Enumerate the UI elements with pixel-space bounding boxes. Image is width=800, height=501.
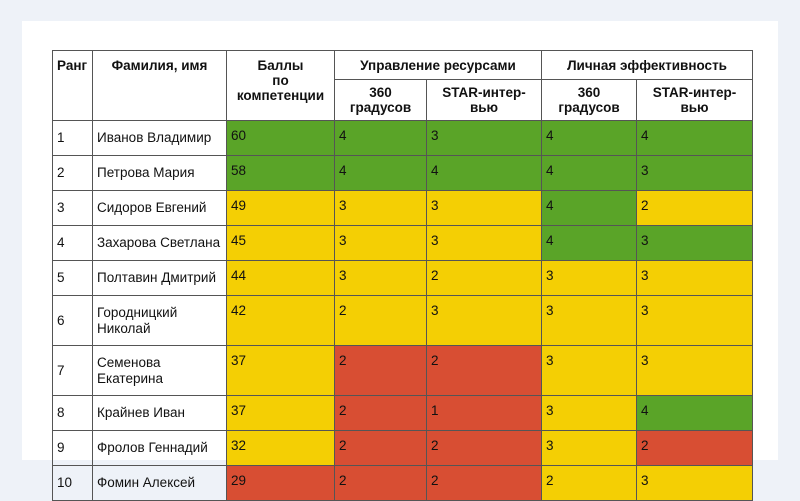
rank-cell: 5 — [52, 260, 93, 296]
header-rank: Ранг — [52, 50, 93, 121]
resource-360-cell: 2 — [334, 430, 427, 466]
resource-star-cell: 3 — [425, 225, 543, 261]
table-row: 6 Городницкий Николай 42 2 3 3 3 — [52, 295, 754, 346]
table-row: 4 Захарова Светлана 45 3 3 4 3 — [52, 225, 754, 261]
score-cell: 58 — [226, 155, 335, 191]
resource-360-cell: 4 — [334, 120, 427, 156]
personal-star-cell: 2 — [636, 430, 754, 466]
header-name: Фамилия, имя — [92, 50, 227, 121]
resource-star-cell: 2 — [425, 465, 543, 501]
header-le-star: STAR-интер-вью — [636, 79, 754, 121]
resource-star-cell: 2 — [425, 430, 543, 466]
name-cell: Иванов Владимир — [92, 120, 227, 156]
score-cell: 37 — [226, 395, 335, 431]
header-le-360: 360 градусов — [541, 79, 638, 121]
name-cell: Полтавин Дмитрий — [92, 260, 227, 296]
rank-cell: 8 — [52, 395, 93, 431]
score-cell: 60 — [226, 120, 335, 156]
table-row: 10 Фомин Алексей 29 2 2 2 3 — [52, 465, 754, 501]
personal-star-cell: 4 — [636, 120, 754, 156]
personal-360-cell: 3 — [541, 345, 638, 396]
table-row: 8 Крайнев Иван 37 2 1 3 4 — [52, 395, 754, 431]
score-cell: 32 — [226, 430, 335, 466]
rank-cell: 6 — [52, 295, 93, 346]
resource-360-cell: 2 — [334, 295, 427, 346]
rank-cell: 4 — [52, 225, 93, 261]
competency-table: Ранг Фамилия, имя Баллы по компетенции Упр… — [52, 50, 754, 501]
rank-cell: 1 — [52, 120, 93, 156]
resource-star-cell: 1 — [425, 395, 543, 431]
personal-360-cell: 4 — [541, 120, 638, 156]
name-cell: Семенова Екатерина — [92, 345, 227, 396]
name-cell: Сидоров Евгений — [92, 190, 227, 226]
personal-star-cell: 3 — [636, 295, 754, 346]
personal-360-cell: 3 — [541, 260, 638, 296]
table-row: 2 Петрова Мария 58 4 4 4 3 — [52, 155, 754, 191]
personal-star-cell: 3 — [636, 465, 754, 501]
header-resource-management: Управление ресурсами — [333, 50, 543, 80]
rank-cell: 2 — [52, 155, 93, 191]
table-row: 9 Фролов Геннадий 32 2 2 3 2 — [52, 430, 754, 466]
rank-cell: 9 — [52, 430, 93, 466]
resource-360-cell: 3 — [334, 260, 427, 296]
table-row: 7 Семенова Екатерина 37 2 2 3 3 — [52, 345, 754, 396]
score-cell: 29 — [226, 465, 335, 501]
rank-cell: 10 — [52, 465, 93, 501]
resource-360-cell: 3 — [334, 190, 427, 226]
score-cell: 49 — [226, 190, 335, 226]
resource-star-cell: 2 — [425, 260, 543, 296]
personal-360-cell: 4 — [541, 190, 638, 226]
name-cell: Петрова Мария — [92, 155, 227, 191]
resource-360-cell: 2 — [334, 345, 427, 396]
personal-star-cell: 3 — [636, 155, 754, 191]
rank-cell: 3 — [52, 190, 93, 226]
personal-360-cell: 3 — [541, 395, 638, 431]
personal-360-cell: 3 — [541, 295, 638, 346]
resource-360-cell: 3 — [334, 225, 427, 261]
score-cell: 42 — [226, 295, 335, 346]
personal-360-cell: 4 — [541, 225, 638, 261]
header-score-label: Баллы по компетенции — [236, 58, 325, 103]
table-row: 1 Иванов Владимир 60 4 3 4 4 — [52, 120, 754, 156]
resource-star-cell: 2 — [425, 345, 543, 396]
header-ur-star: STAR-интер-вью — [425, 79, 543, 121]
personal-star-cell: 3 — [636, 345, 754, 396]
header-personal-effectiveness: Личная эффективность — [541, 50, 754, 80]
resource-360-cell: 2 — [334, 395, 427, 431]
resource-star-cell: 3 — [425, 120, 543, 156]
table-body: 1 Иванов Владимир 60 4 3 4 4 2 Петрова Мария 58 4 4… — [52, 120, 754, 501]
personal-360-cell: 4 — [541, 155, 638, 191]
table-row: 3 Сидоров Евгений 49 3 3 4 2 — [52, 190, 754, 226]
name-cell: Захарова Светлана — [92, 225, 227, 261]
personal-360-cell: 2 — [541, 465, 638, 501]
personal-star-cell: 4 — [636, 395, 754, 431]
header-score: Баллы по компетенции — [226, 50, 335, 121]
score-cell: 44 — [226, 260, 335, 296]
name-cell: Фомин Алексей — [92, 465, 227, 501]
score-cell: 45 — [226, 225, 335, 261]
name-cell: Крайнев Иван — [92, 395, 227, 431]
resource-360-cell: 2 — [334, 465, 427, 501]
personal-360-cell: 3 — [541, 430, 638, 466]
personal-star-cell: 3 — [636, 260, 754, 296]
score-cell: 37 — [226, 345, 335, 396]
table-row: 5 Полтавин Дмитрий 44 3 2 3 3 — [52, 260, 754, 296]
content-card: Ранг Фамилия, имя Баллы по компетенции Упр… — [22, 21, 778, 501]
resource-star-cell: 3 — [425, 295, 543, 346]
personal-star-cell: 3 — [636, 225, 754, 261]
personal-star-cell: 2 — [636, 190, 754, 226]
resource-star-cell: 4 — [425, 155, 543, 191]
rank-cell: 7 — [52, 345, 93, 396]
resource-star-cell: 3 — [425, 190, 543, 226]
header-ur-360: 360 градусов — [334, 79, 427, 121]
name-cell: Городницкий Николай — [92, 295, 227, 346]
resource-360-cell: 4 — [334, 155, 427, 191]
name-cell: Фролов Геннадий — [92, 430, 227, 466]
